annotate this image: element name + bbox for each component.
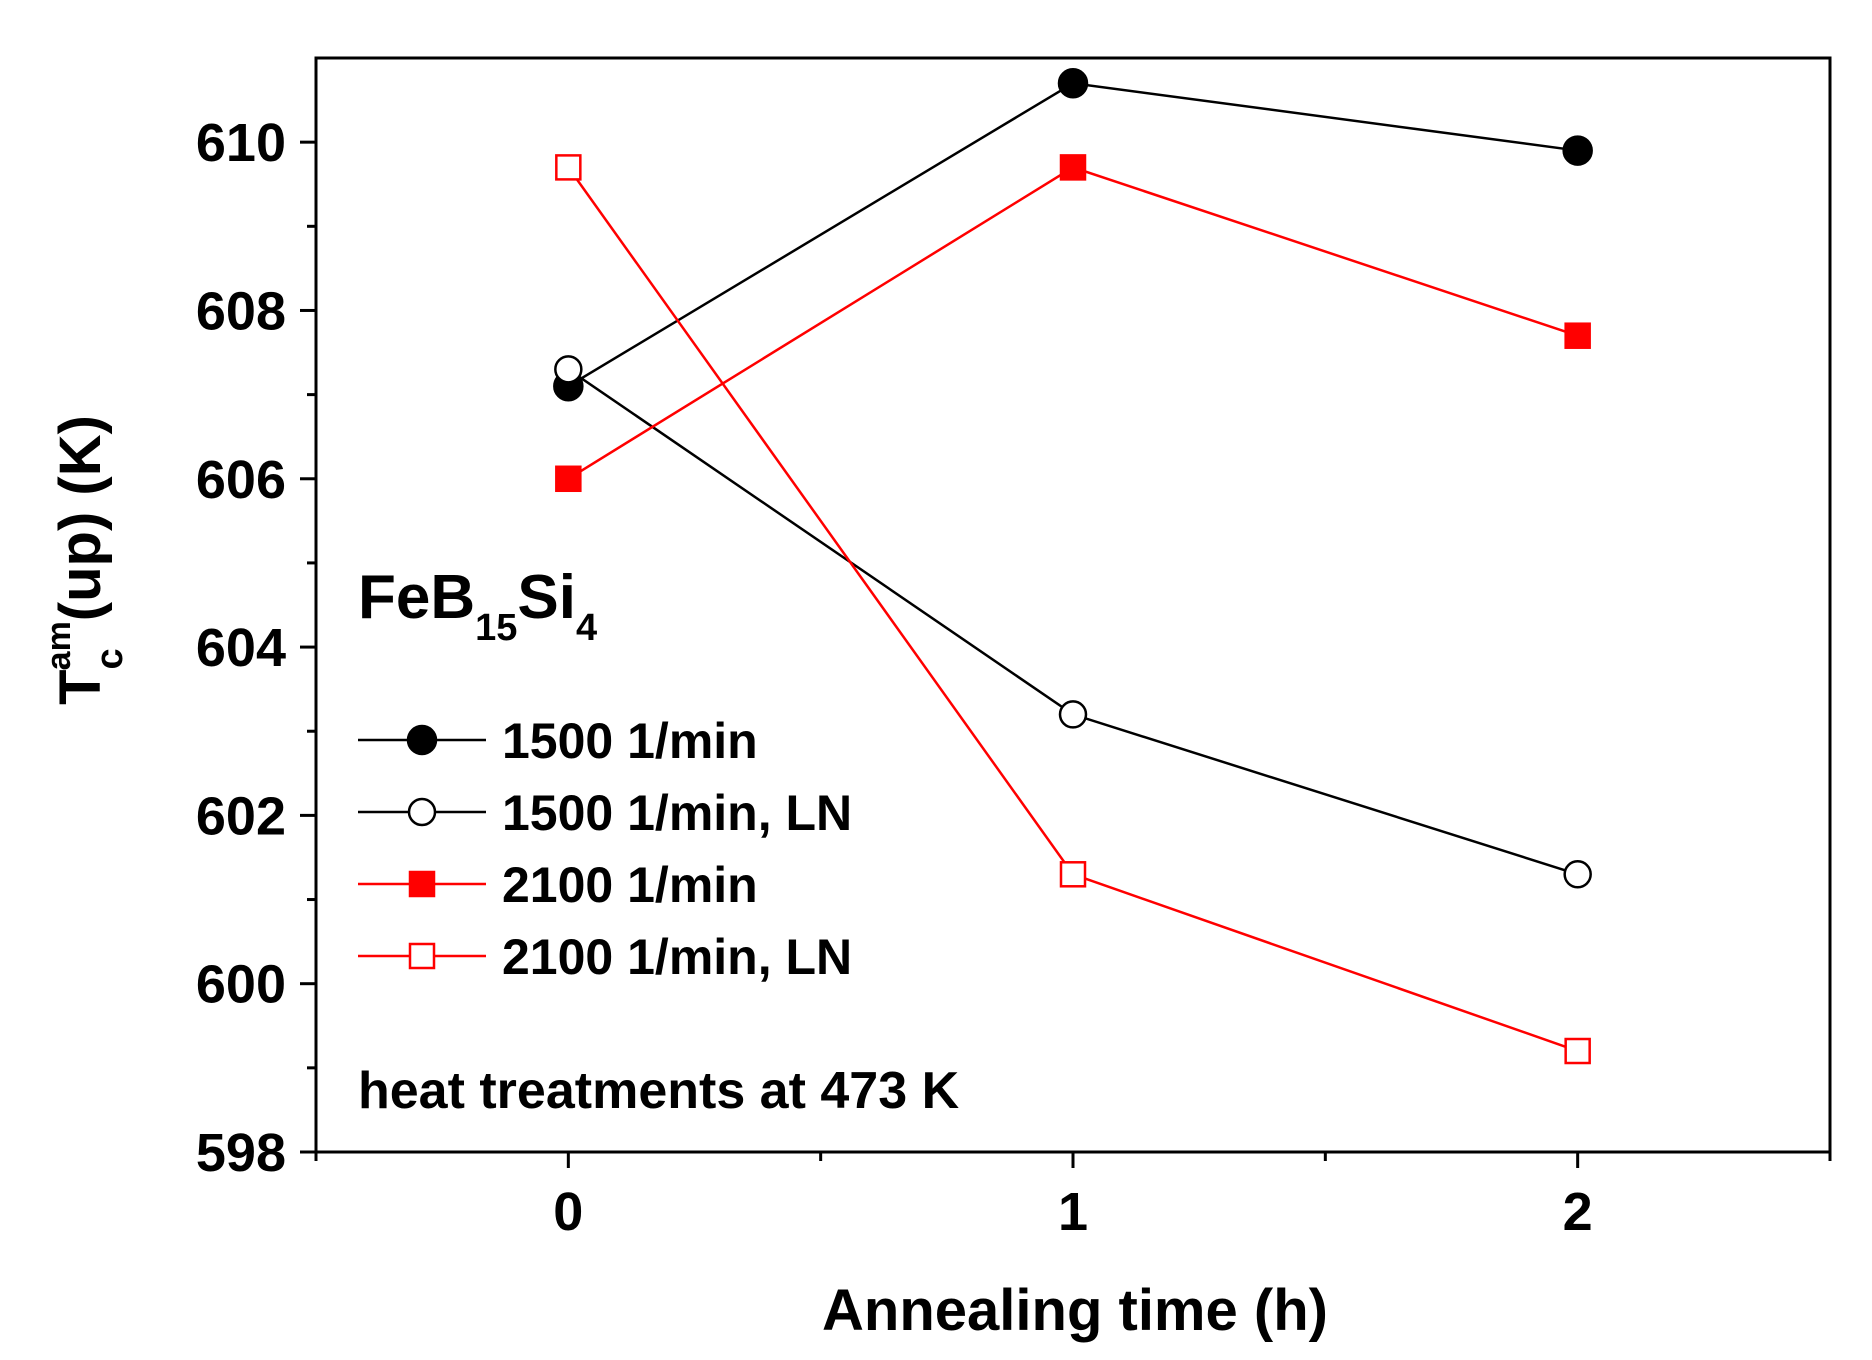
x-tick-label: 2 [1563,1182,1593,1242]
series-line [567,166,1579,1053]
composition-sub-2: 4 [576,607,597,649]
data-point [1059,861,1087,888]
y-tick-label: 610 [196,113,286,173]
composition-sub-1: 15 [475,607,517,649]
series-3 [555,154,1591,493]
series-layer [553,67,1593,1065]
series-line [567,81,1578,388]
legend-marker [407,797,437,827]
axis-ticks: 598 600 602 604 606 608 610 0 1 2 [196,113,1832,1242]
legend-entry: 2100 1/min, LN [358,929,852,985]
series-4 [555,154,1591,1065]
y-tick-label: 604 [196,618,286,678]
x-axis-title: Annealing time (h) [822,1278,1328,1343]
legend-marker [408,870,436,898]
data-point [1564,1037,1591,1065]
series-2 [554,355,1592,889]
y-tick-label: 606 [196,450,286,510]
series-1 [553,67,1593,402]
y-tick-label: 608 [196,281,286,341]
legend-label: 2100 1/min [502,857,758,913]
legend-entry: 1500 1/min, LN [358,785,852,841]
series-line [567,166,1579,480]
composition-mid: Si [517,563,576,632]
composition-base: FeB [358,563,475,632]
data-point [1057,67,1089,99]
legend-label: 2100 1/min, LN [502,929,852,985]
legend-marker [406,724,438,756]
y-tick-label: 602 [196,786,286,846]
heat-treatment-note: heat treatments at 473 K [358,1062,960,1120]
composition-label: FeB15Si4 [358,563,597,649]
legend-label: 1500 1/min [502,713,758,769]
data-point [1059,154,1087,181]
data-point [555,465,582,493]
legend: 1500 1/min 1500 1/min, LN 2100 1/min 2100 1… [358,713,852,985]
data-point [1058,700,1088,729]
x-tick-label: 0 [553,1182,583,1242]
y-tick-label: 598 [196,1123,286,1183]
data-point [1564,322,1591,349]
legend-marker [408,942,436,970]
y-axis-title-sup: am [40,621,78,670]
legend-entry: 2100 1/min [358,857,758,913]
data-point [555,154,582,181]
legend-label: 1500 1/min, LN [502,785,852,841]
legend-entry: 1500 1/min [358,713,758,769]
y-tick-label: 600 [196,955,286,1015]
y-axis-title-sub: c [89,648,131,669]
data-point [1562,135,1593,166]
data-point [554,355,583,384]
y-axis-title: Tcam(up) (K) [40,415,131,705]
y-axis-title-main: T [48,669,113,704]
data-point [1563,860,1592,889]
y-axis-title-rest: (up) (K) [48,415,113,621]
x-tick-label: 1 [1058,1182,1088,1242]
svg-text:Tcam(up) (K): Tcam(up) (K) [40,415,131,705]
